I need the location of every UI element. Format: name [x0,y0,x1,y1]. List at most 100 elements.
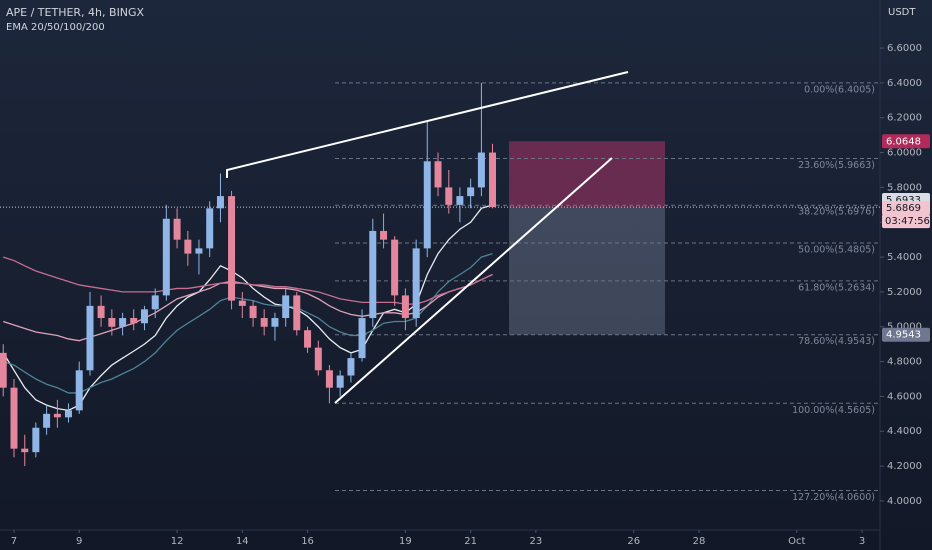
stop-zone [509,141,665,208]
candle-body [282,295,290,319]
candle-body [228,196,236,301]
candle-body [467,187,475,197]
candle-body [53,413,61,418]
candle-body [249,305,257,319]
fib-level-label: 0.00%(6.4005) [804,84,875,95]
y-tick-label: 5.4000 [887,252,922,263]
candle-body [358,318,366,359]
y-tick-label: 4.0000 [887,496,922,507]
candle-body [391,239,399,296]
candle-body [10,387,18,449]
target-zone [509,207,665,335]
candle-body [369,230,377,319]
fib-level-label: 50.00%(5.4805) [798,245,875,256]
ema-line [2,204,493,412]
y-tick-label: 6.2000 [887,113,922,124]
ema-line [3,256,493,305]
x-tick-label: 16 [301,536,314,547]
countdown-bg [882,214,930,229]
candle-body [206,208,214,249]
price-tag-label: 4.9543 [886,330,921,341]
x-tick-label: 26 [627,536,640,547]
candle-body [477,152,485,188]
fib-layer: 0.00%(6.4005) 23.60%(5.9663) 38.20%(5.6976… [335,82,880,503]
candle-body [184,239,192,254]
x-tick-label: 7 [11,536,17,547]
candle-body [445,187,453,205]
candle-layer [0,82,496,467]
x-tick-label: 14 [236,536,249,547]
candle-body [456,196,464,205]
x-tick-label: 9 [76,536,82,547]
y-tick-label: 5.0000 [887,322,922,333]
fib-level-label: 38.20%(5.6976) [798,207,875,218]
x-tick-label: 21 [464,536,477,547]
candle-body [64,410,72,418]
candle-body [130,318,138,324]
price-tag-label: 6.0648 [886,136,921,147]
candle-body [97,305,105,319]
fib-level-label: 78.60%(4.9543) [798,336,875,347]
candle-body [401,295,409,319]
candle-body [151,295,159,310]
candle-body [423,161,431,249]
price-tag-bg [882,201,930,216]
symbol-title: APE / TETHER, 4h, BINGX [6,6,145,19]
currency-label: USDT [888,7,916,18]
candle-body [173,218,181,240]
countdown-label: 03:47:56 [885,216,930,227]
candle-body [119,318,127,327]
x-tick-label: 12 [171,536,184,547]
candle-body [162,218,170,296]
price-tag-bg [882,134,930,149]
candle-body [21,448,29,453]
candle-body [380,230,388,240]
candle-body [0,352,7,388]
y-tick-label: 6.6000 [887,43,922,54]
x-tick-label: 3 [859,536,865,547]
candle-body [86,305,94,371]
y-tick-label: 6.0000 [887,148,922,159]
trendlines [226,71,629,404]
x-tick-label: 19 [399,536,412,547]
ema-line [3,252,493,394]
price-tag-bg [882,327,930,342]
y-tick-label: 4.4000 [887,426,922,437]
fib-level-label: 23.60%(5.9663) [798,160,875,171]
candle-body [238,300,246,306]
fib-level-label: 100.00%(4.5605) [792,405,875,416]
candle-body [293,295,301,331]
candle-body [314,347,322,371]
candle-body [32,427,40,453]
candle-body [260,318,268,327]
price-tags: 6.0648 5.6933 4.9543 5.6869 03:47:56 [882,134,930,342]
fib-level-label: 61.80%(5.2634) [798,282,875,293]
lower-trendline [334,157,613,404]
position-layer [0,141,880,335]
candle-body [75,370,83,411]
y-tick-label: 4.2000 [887,461,922,472]
x-tick-label: Oct [788,536,805,547]
y-tick-label: 6.4000 [887,78,922,89]
candle-body [434,161,442,188]
candle-body [304,330,312,348]
x-tick-label: 28 [693,536,706,547]
candle-body [325,370,333,388]
candle-body [488,152,496,208]
candle-body [412,248,420,319]
candle-body [140,309,148,324]
fib-level-label: 127.20%(4.0600) [792,492,875,503]
x-tick-label: 23 [530,536,543,547]
price-tag-label: 5.6933 [886,195,921,206]
ema-layer [2,204,493,412]
candle-body [108,318,116,327]
indicator-label: EMA 20/50/100/200 [6,22,105,33]
candle-body [216,196,224,209]
y-tick-label: 4.6000 [887,391,922,402]
candle-body [271,318,279,327]
y-tick-label: 5.8000 [887,182,922,193]
candle-body [195,248,203,254]
